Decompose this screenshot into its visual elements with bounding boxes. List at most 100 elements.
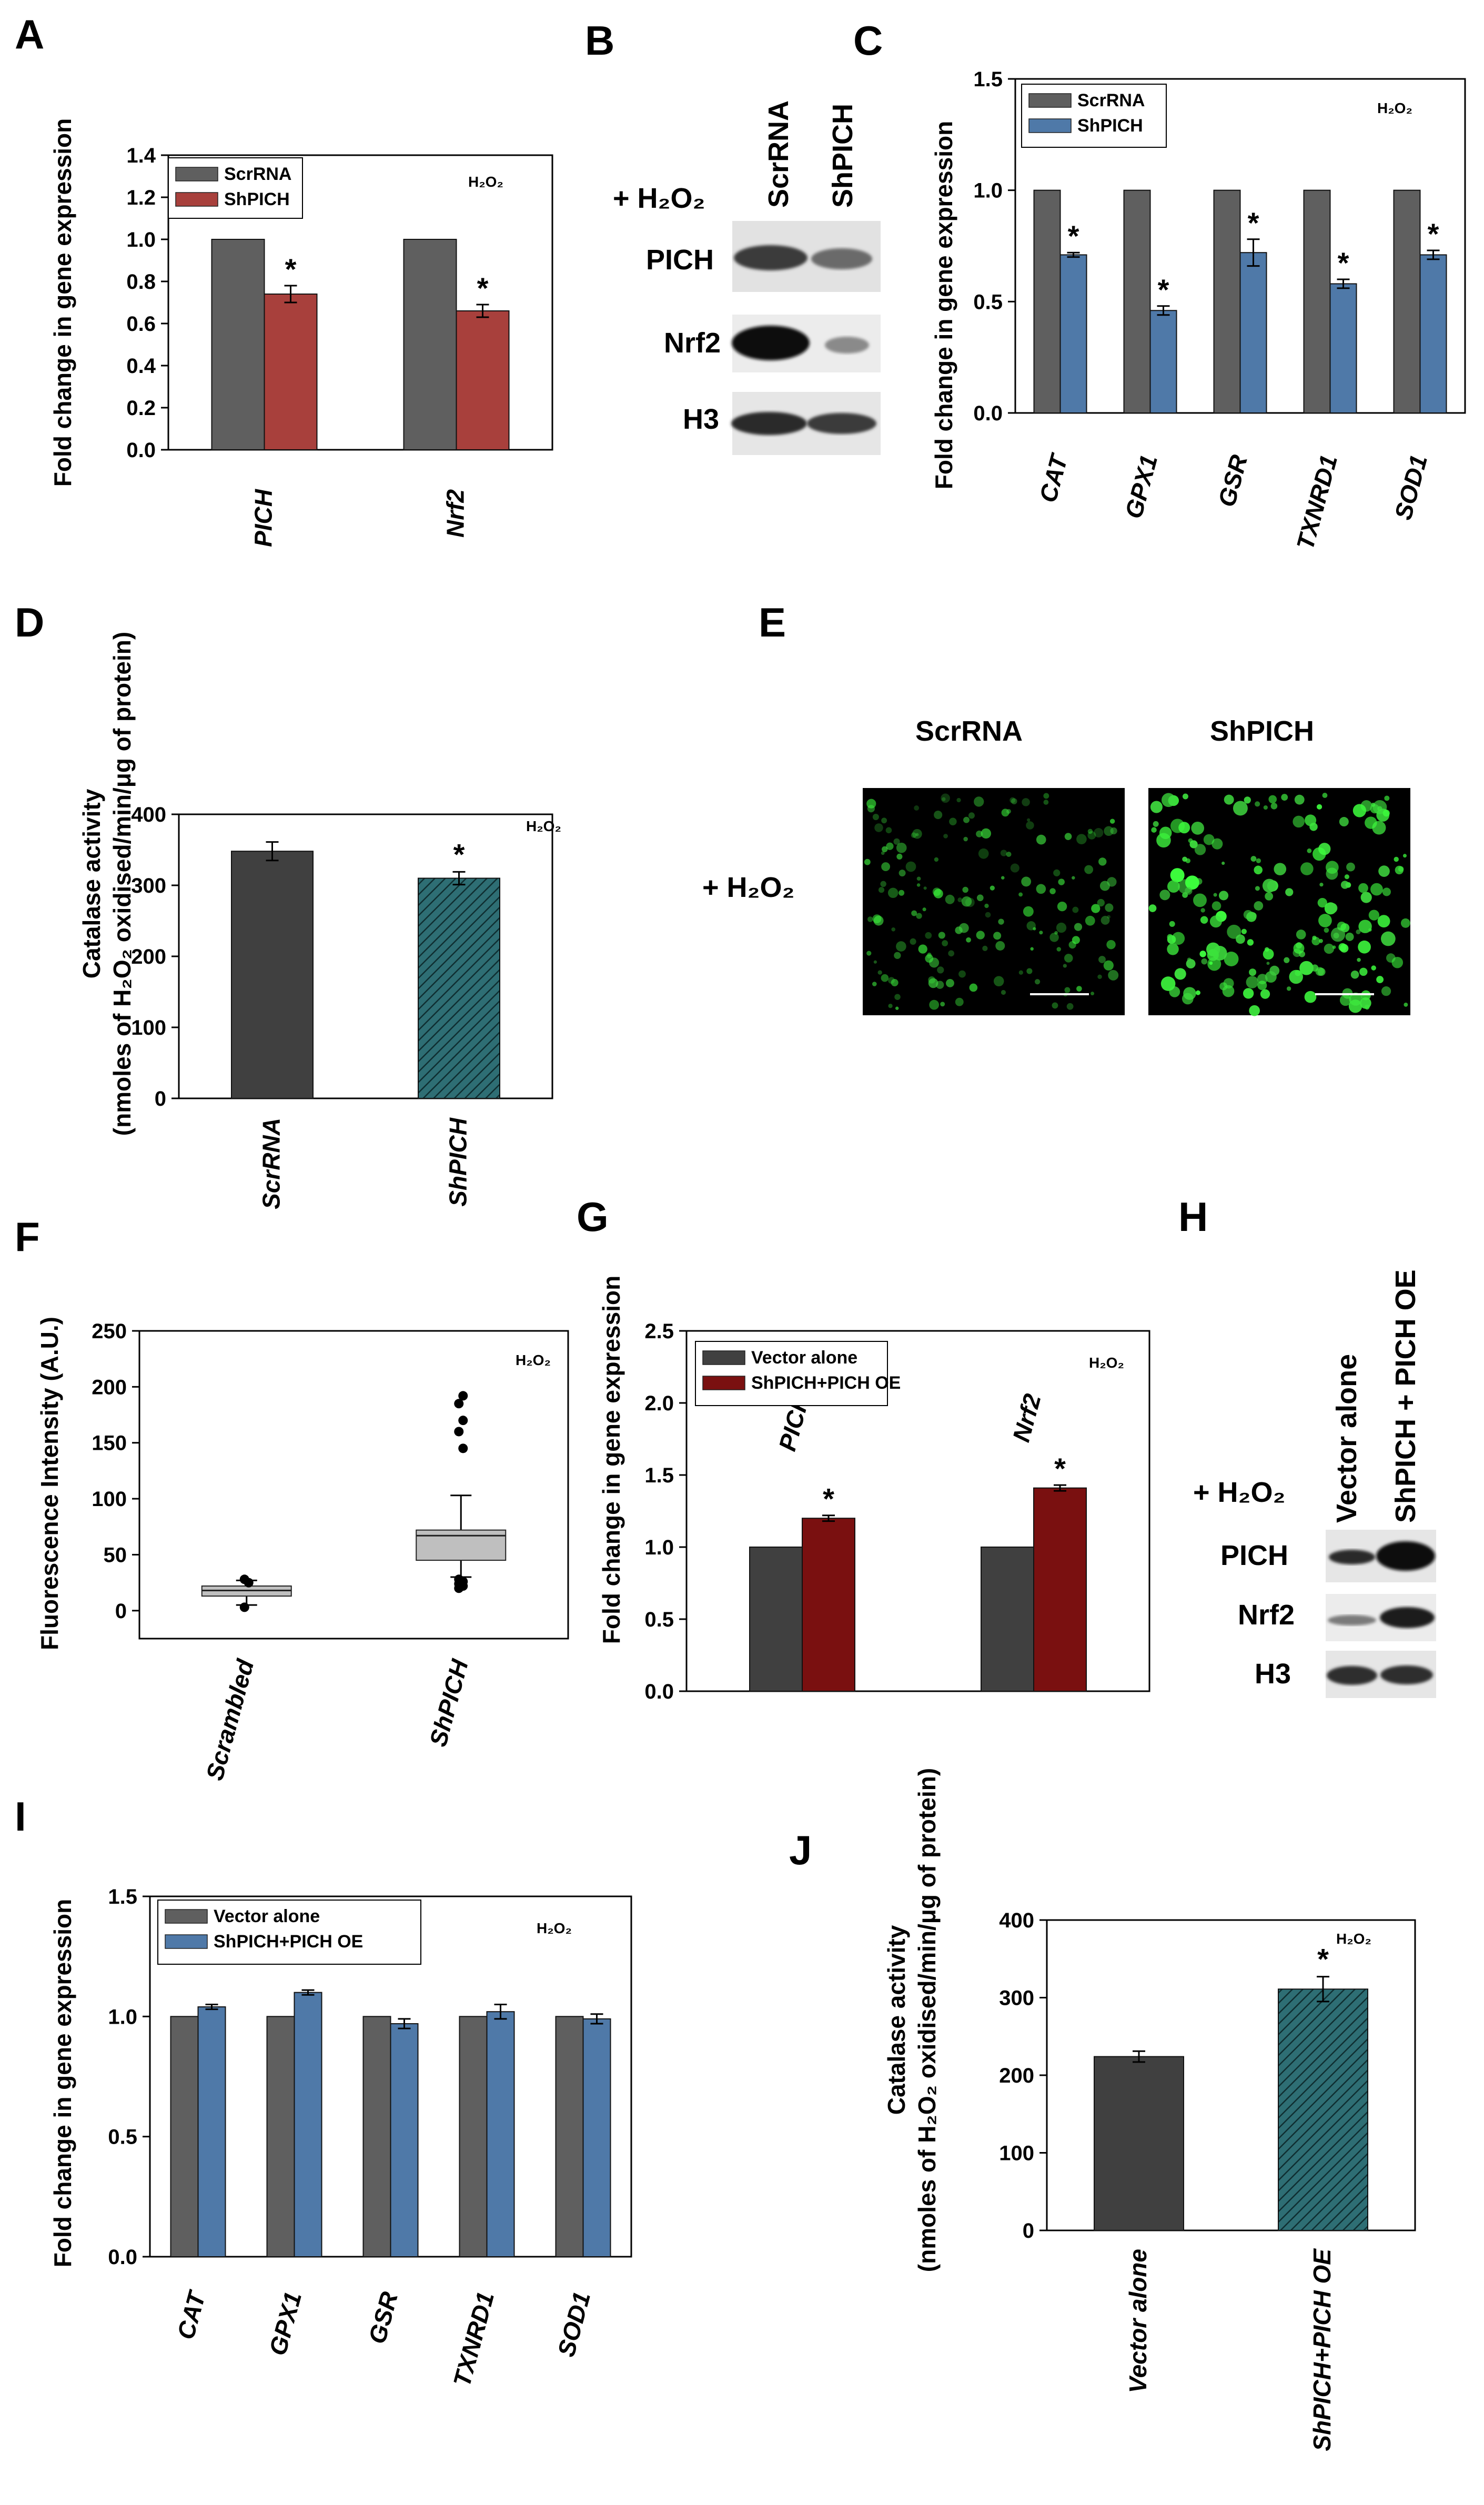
cell-dot	[969, 983, 978, 992]
category-label: GSR	[1213, 452, 1253, 510]
blot-b-band-pich-scrrna	[734, 245, 807, 270]
cell-dot	[922, 907, 926, 912]
panel-letter-i: I	[15, 1793, 26, 1840]
microscopy-e: ScrRNA ShPICH + H₂O₂	[702, 715, 1410, 1016]
cell-dot	[1087, 831, 1096, 840]
cell-dot	[966, 937, 971, 943]
cell-dot	[1009, 797, 1016, 803]
y-tick-label: 0	[115, 1600, 127, 1623]
cell-dot	[1368, 910, 1380, 921]
significance-star: *	[1338, 246, 1349, 279]
category-label: PICH	[250, 489, 277, 547]
cell-dot	[1185, 875, 1199, 890]
cell-dot	[1074, 923, 1083, 931]
cell-dot	[1330, 927, 1346, 942]
cell-dot	[1057, 901, 1067, 912]
cell-dot	[1345, 882, 1351, 888]
cell-dot	[888, 1004, 893, 1008]
bar-i-shpich-pich-oe-gsr	[390, 2023, 419, 2258]
cell-dot	[1036, 834, 1046, 845]
blot-b-label-pich: PICH	[646, 244, 714, 276]
y-tick-label: 1.0	[644, 1536, 674, 1559]
cell-dot	[1063, 964, 1067, 968]
cell-dot	[955, 997, 964, 1006]
y-tick-label: 100	[92, 1488, 127, 1511]
cell-dot	[1254, 865, 1263, 875]
cell-dot	[1286, 986, 1291, 991]
cell-dot	[1182, 793, 1188, 800]
legend-swatch	[1028, 93, 1072, 108]
cell-dot	[1036, 884, 1046, 894]
cell-dot	[1109, 819, 1115, 824]
cell-dot	[925, 932, 932, 939]
panel-letter-j: J	[789, 1827, 812, 1873]
cell-dot	[934, 857, 939, 862]
cell-dot	[1160, 976, 1176, 991]
y-axis-label: Fold change in gene expression	[598, 1276, 625, 1644]
cell-dot	[1316, 804, 1323, 810]
blot-h-label-nrf2: Nrf2	[1238, 1599, 1295, 1631]
cell-dot	[1043, 800, 1049, 805]
cell-dot	[1108, 969, 1119, 981]
cell-dot	[1352, 804, 1366, 817]
outlier-point	[458, 1443, 468, 1453]
cell-dot	[1159, 826, 1172, 840]
cell-dot	[925, 954, 934, 963]
significance-star: *	[1158, 273, 1169, 306]
cell-dot	[961, 896, 972, 907]
cell-dot	[887, 887, 899, 898]
cell-dot	[1049, 933, 1059, 942]
cell-dot	[1097, 898, 1105, 907]
cell-dot	[1021, 876, 1032, 887]
cell-dot	[1167, 880, 1180, 893]
cell-dot	[1187, 957, 1192, 962]
cell-dot	[1269, 965, 1280, 976]
cell-dot	[1284, 957, 1290, 963]
cell-dot	[1169, 921, 1175, 927]
cell-dot	[1191, 821, 1205, 835]
cell-dot	[1402, 854, 1407, 858]
chart-j: 0 100 200 300 400 Catalase activity (nmoles of…	[883, 1768, 1416, 2451]
cell-dot	[891, 979, 899, 987]
legend-swatch	[702, 1350, 745, 1365]
microscopy-e-treatment: + H₂O₂	[702, 872, 795, 903]
outlier-point	[239, 1602, 249, 1612]
microscopy-e-label-scrrna: ScrRNA	[915, 715, 1023, 747]
cell-dot	[998, 918, 1004, 925]
western-blot-h: + H₂O₂ Vector alone ShPICH + PICH OE PIC…	[1193, 1269, 1436, 1698]
significance-star: *	[1317, 1943, 1329, 1976]
y-tick-label: 2.5	[644, 1320, 674, 1343]
cell-dot	[1161, 793, 1176, 807]
outlier-point	[454, 1574, 464, 1584]
cell-dot	[899, 870, 906, 877]
cell-dot	[881, 851, 885, 855]
significance-star: *	[1248, 206, 1259, 239]
cell-dot	[1064, 954, 1073, 963]
cell-dot	[1358, 883, 1368, 893]
bar-c-shpich-gsr	[1239, 252, 1267, 413]
cell-dot	[893, 838, 900, 845]
category-label: CAT	[1034, 450, 1073, 505]
cell-dot	[1104, 826, 1114, 836]
cell-dot	[1391, 956, 1404, 968]
y-tick-label: 250	[92, 1320, 127, 1343]
cell-dot	[1339, 994, 1351, 1006]
category-label: TXNRD1	[1291, 452, 1342, 552]
y-tick-label: 0.5	[108, 2126, 137, 2149]
cell-dot	[1193, 893, 1207, 907]
cell-dot	[1064, 987, 1071, 993]
cell-dot	[1241, 928, 1247, 934]
cell-dot	[1368, 928, 1372, 932]
cell-dot	[934, 811, 943, 820]
cell-dot	[1338, 943, 1347, 952]
cell-dot	[1262, 878, 1276, 893]
cell-dot	[1053, 869, 1061, 876]
cell-dot	[938, 932, 945, 939]
cell-dot	[896, 941, 906, 952]
cell-dot	[1296, 942, 1303, 949]
cell-dot	[1404, 1003, 1408, 1007]
cell-dot	[1337, 922, 1347, 931]
microscopy-e-label-shpich: ShPICH	[1210, 715, 1314, 747]
cell-dot	[1110, 827, 1117, 835]
micrograph-shpich-cells	[1148, 793, 1410, 1016]
